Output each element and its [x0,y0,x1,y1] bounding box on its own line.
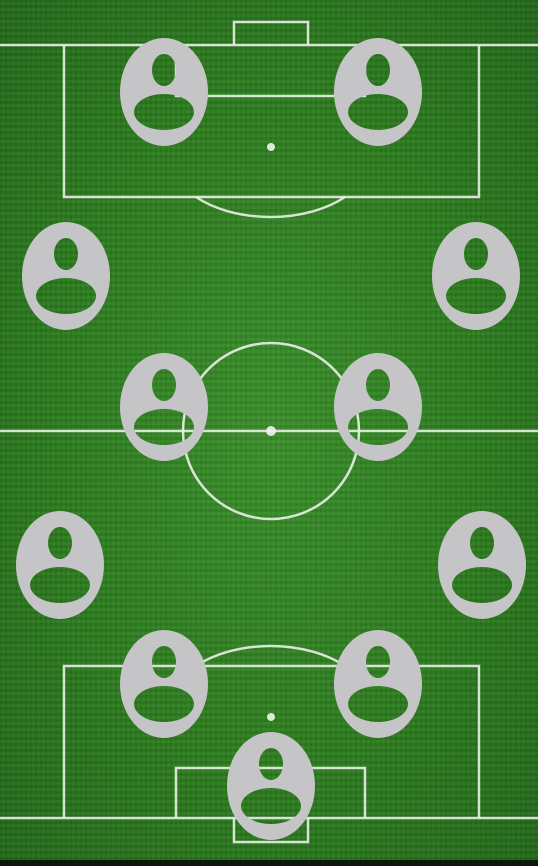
empty-player-avatar-icon [120,353,208,461]
top-penalty-spot [267,143,275,151]
bottom-penalty-spot [267,713,275,721]
top-penalty-arc [195,195,346,219]
bottom-penalty-box [62,664,481,818]
empty-player-avatar-icon [334,353,422,461]
empty-player-avatar-icon [22,222,110,330]
player-slot[interactable] [22,222,110,330]
player-slot[interactable] [438,511,526,619]
player-slot[interactable] [432,222,520,330]
empty-player-avatar-icon [227,732,315,840]
empty-player-avatar-icon [120,38,208,146]
player-slot[interactable] [334,630,422,738]
empty-player-avatar-icon [432,222,520,330]
empty-player-avatar-icon [334,630,422,738]
bottom-six-yard-box [174,766,367,818]
empty-player-avatar-icon [16,511,104,619]
player-slot[interactable] [120,630,208,738]
empty-player-avatar-icon [334,38,422,146]
player-slot[interactable] [227,732,315,840]
top-penalty-box [62,45,481,199]
top-goal-box [232,20,310,45]
empty-player-avatar-icon [438,511,526,619]
player-slot[interactable] [334,38,422,146]
player-slot[interactable] [334,353,422,461]
player-slot[interactable] [120,353,208,461]
player-slot[interactable] [16,511,104,619]
bottom-goal-box [232,818,310,844]
player-slot[interactable] [120,38,208,146]
empty-player-avatar-icon [120,630,208,738]
centre-circle [181,341,361,521]
centre-spot [266,426,276,436]
bottom-penalty-arc [195,644,346,668]
bottom-edge [0,860,538,866]
